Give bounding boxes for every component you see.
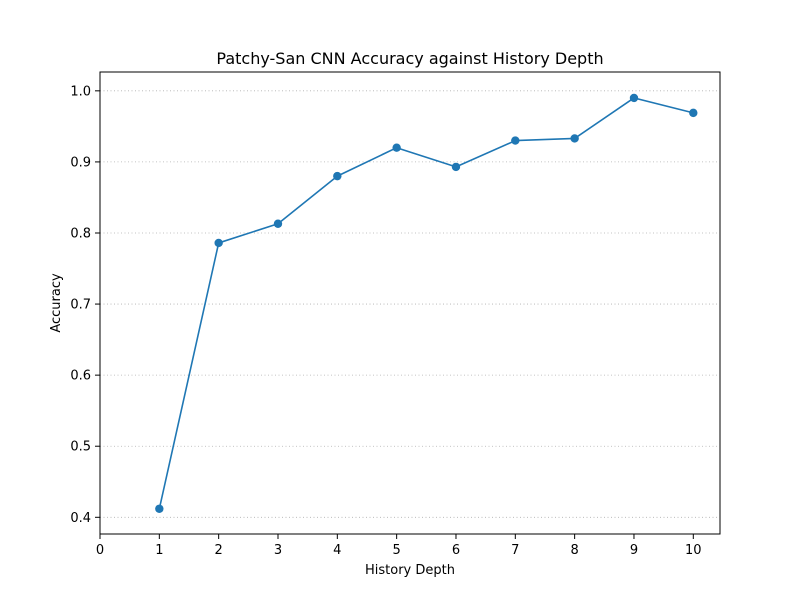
data-point xyxy=(570,134,579,143)
data-point xyxy=(511,136,520,145)
y-tick-label: 0.5 xyxy=(70,440,91,455)
data-point xyxy=(214,238,223,248)
series-layer xyxy=(155,93,698,513)
data-point xyxy=(155,504,164,513)
chart-title: Patchy-San CNN Accuracy against History … xyxy=(216,49,603,68)
y-tick-label: 0.7 xyxy=(70,298,91,313)
x-tick-label: 9 xyxy=(630,543,638,558)
data-point xyxy=(392,143,401,152)
data-point xyxy=(451,162,461,172)
x-tick-label: 6 xyxy=(452,543,460,558)
y-tick-label: 1.0 xyxy=(70,84,91,99)
x-tick-label: 2 xyxy=(215,543,223,558)
data-point xyxy=(629,93,639,103)
x-tick-label: 4 xyxy=(333,543,341,558)
y-tick-label: 0.6 xyxy=(70,369,91,384)
x-tick-label: 3 xyxy=(274,543,282,558)
y-axis-title: Accuracy xyxy=(49,273,64,333)
data-point xyxy=(689,108,698,118)
data-point xyxy=(273,219,283,228)
x-tick-label: 1 xyxy=(155,543,163,558)
x-axis-ticks: 0 1 2 3 4 5 6 7 8 9 10 xyxy=(96,534,702,558)
x-tick-label: 7 xyxy=(511,543,519,558)
y-tick-label: 0.9 xyxy=(70,155,91,170)
series-line xyxy=(158,97,694,509)
data-point xyxy=(333,171,342,181)
y-tick-label: 0.4 xyxy=(70,511,91,526)
plot-frame xyxy=(99,71,721,535)
x-tick-label: 0 xyxy=(96,543,104,558)
y-axis-ticks: 0.4 0.5 0.6 0.7 0.8 0.9 1.0 xyxy=(70,84,100,526)
x-tick-label: 5 xyxy=(393,543,401,558)
y-tick-label: 0.8 xyxy=(70,226,91,241)
x-axis-title: History Depth xyxy=(365,563,455,578)
x-tick-label: 8 xyxy=(571,543,579,558)
x-tick-label: 10 xyxy=(685,543,702,558)
